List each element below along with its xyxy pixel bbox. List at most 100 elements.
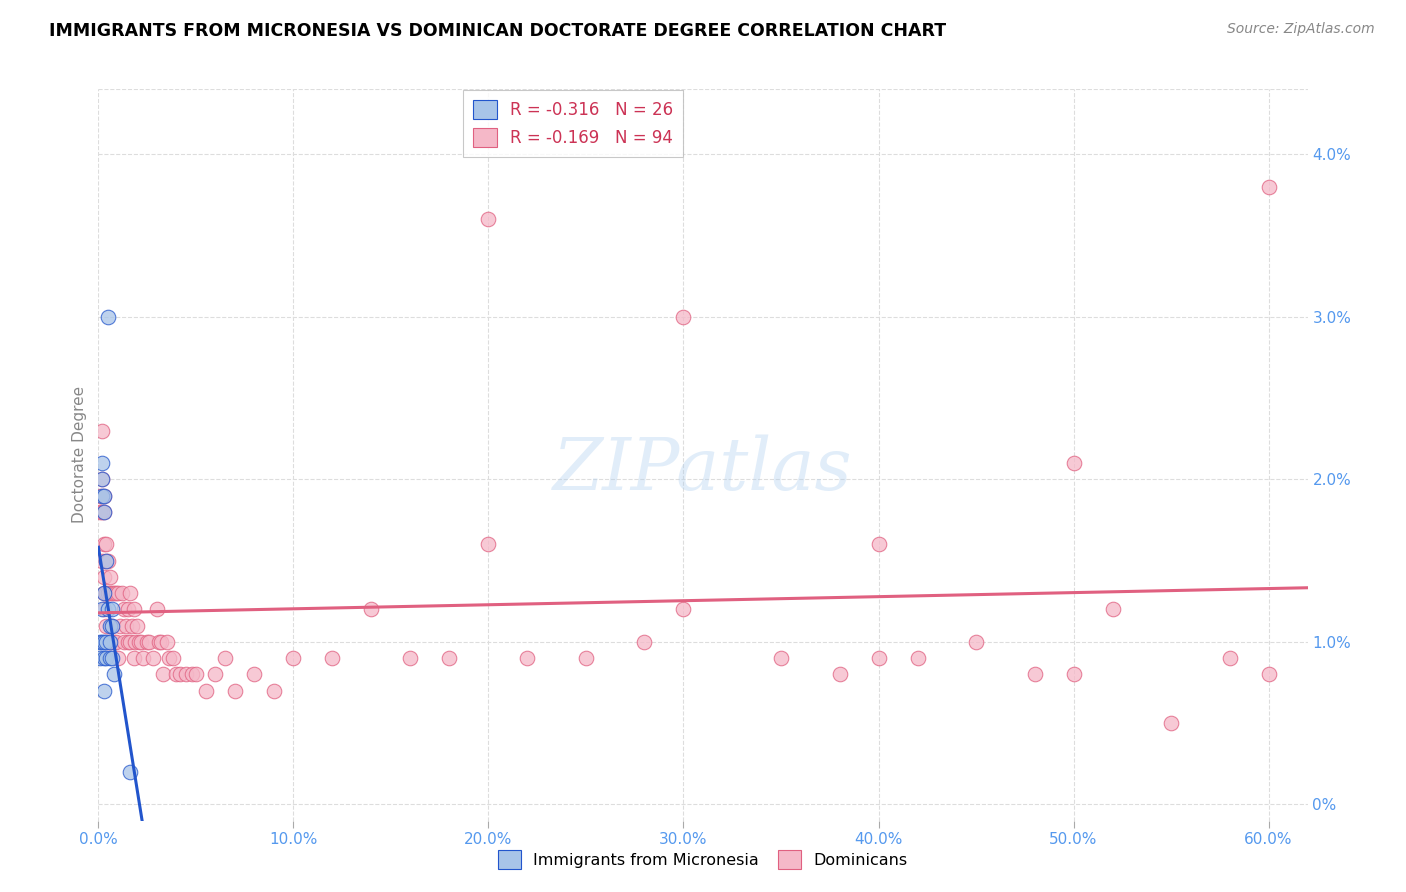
Point [96,553,118,567]
Point [131,635,153,649]
Point [91,553,114,567]
Point [162,651,184,665]
Text: Source: ZipAtlas.com: Source: ZipAtlas.com [1227,22,1375,37]
Point [91,424,114,438]
Point [93,586,115,600]
Point [89,505,111,519]
Point [112,602,135,616]
Text: IMMIGRANTS FROM MICRONESIA VS DOMINICAN DOCTORATE DEGREE CORRELATION CHART: IMMIGRANTS FROM MICRONESIA VS DOMINICAN … [49,22,946,40]
Point [93,489,115,503]
Point [103,667,125,681]
Point [91,472,114,486]
Point [97,635,120,649]
Point [136,635,159,649]
Point [117,635,139,649]
Point [868,651,890,665]
Point [91,505,114,519]
Point [828,667,851,681]
Point [1101,602,1123,616]
Point [91,472,114,486]
Point [142,651,165,665]
Point [477,212,499,227]
Point [263,683,285,698]
Point [439,651,461,665]
Point [868,537,890,551]
Point [132,651,155,665]
Point [96,618,118,632]
Point [477,537,499,551]
Point [965,635,987,649]
Point [98,635,121,649]
Point [122,651,145,665]
Point [1219,651,1241,665]
Point [360,602,382,616]
Point [98,651,121,665]
Point [111,586,134,600]
Point [194,683,217,698]
Point [91,635,114,649]
Point [138,635,160,649]
Point [101,602,124,616]
Point [165,667,187,681]
Point [672,310,695,324]
Point [128,635,150,649]
Point [321,651,343,665]
Point [157,651,180,665]
Point [243,667,266,681]
Point [114,618,136,632]
Point [146,602,169,616]
Point [516,651,538,665]
Point [769,651,792,665]
Point [122,602,145,616]
Point [214,651,236,665]
Point [101,586,124,600]
Point [93,586,115,600]
Point [118,764,141,779]
Point [93,489,115,503]
Point [96,586,118,600]
Point [93,651,115,665]
Point [91,489,114,503]
Point [96,553,118,567]
Point [169,667,191,681]
Legend: Immigrants from Micronesia, Dominicans: Immigrants from Micronesia, Dominicans [492,844,914,875]
Point [89,651,111,665]
Point [107,651,129,665]
Legend: R = -0.316   N = 26, R = -0.169   N = 94: R = -0.316 N = 26, R = -0.169 N = 94 [464,90,683,157]
Point [1024,667,1046,681]
Point [156,635,179,649]
Point [93,537,115,551]
Point [121,618,143,632]
Point [101,618,124,632]
Point [575,651,598,665]
Point [104,635,127,649]
Text: ZIPatlas: ZIPatlas [553,434,853,505]
Point [93,635,115,649]
Point [108,618,131,632]
Point [907,651,929,665]
Point [283,651,305,665]
Point [98,586,121,600]
Point [93,683,115,698]
Point [1160,716,1182,731]
Point [633,635,655,649]
Point [1257,179,1279,194]
Point [93,505,115,519]
Point [93,602,115,616]
Point [97,602,120,616]
Point [97,310,120,324]
Point [124,635,146,649]
Point [96,537,118,551]
Point [174,667,197,681]
Point [103,586,125,600]
Point [89,635,111,649]
Point [101,651,124,665]
Y-axis label: Doctorate Degree: Doctorate Degree [72,386,87,524]
Point [89,489,111,503]
Point [672,602,695,616]
Point [93,570,115,584]
Point [104,586,127,600]
Point [149,635,172,649]
Point [148,635,170,649]
Point [101,618,124,632]
